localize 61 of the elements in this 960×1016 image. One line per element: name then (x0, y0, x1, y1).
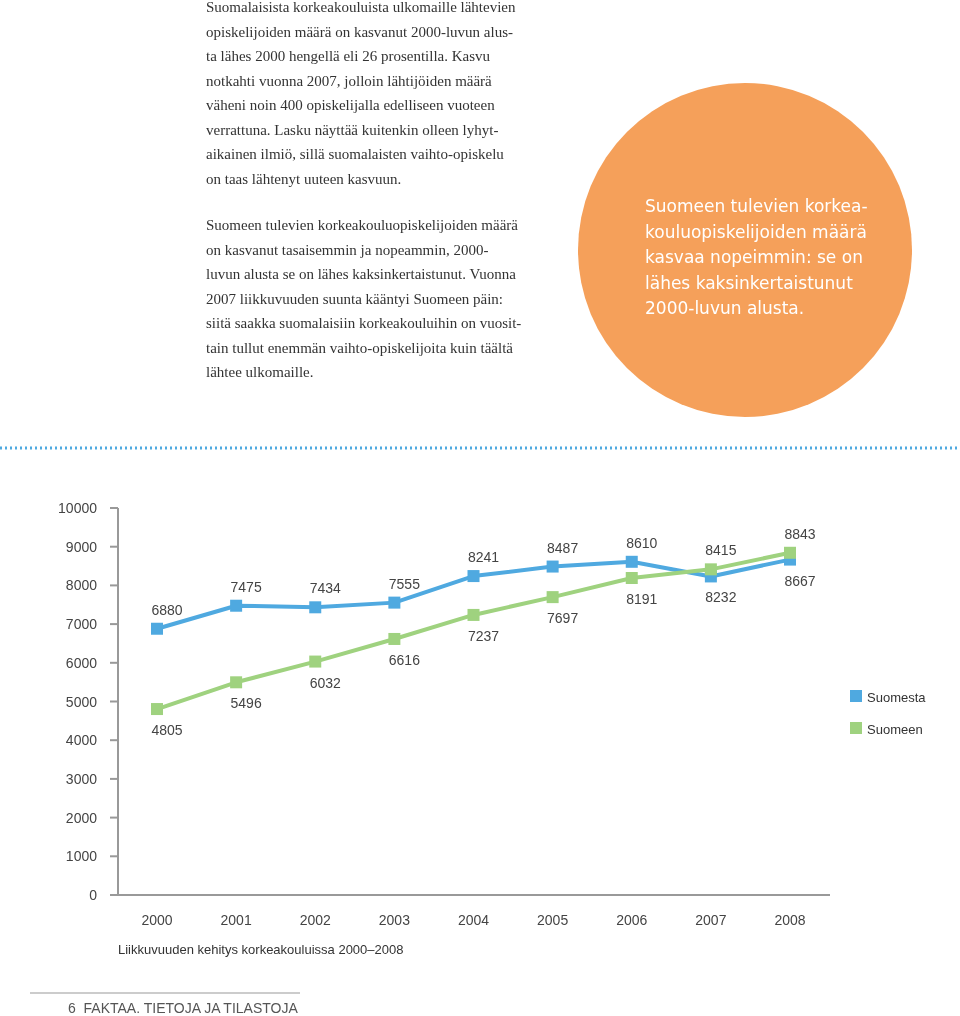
y-tick-label: 7000 (65, 616, 98, 633)
x-tick-label: 2004 (457, 912, 490, 928)
legend-label: Suomesta (867, 690, 927, 705)
data-label: 8843 (784, 525, 816, 542)
x-tick-label: 2007 (695, 912, 727, 928)
x-tick-label: 2008 (774, 912, 806, 928)
point (704, 563, 717, 576)
data-label: 7475 (230, 578, 262, 595)
x-tick-label: 2003 (378, 912, 411, 928)
data-label: 6032 (309, 674, 342, 691)
point (546, 560, 559, 573)
point (309, 655, 322, 668)
point (388, 632, 401, 645)
y-tick-label: 2000 (65, 809, 98, 826)
point (467, 570, 480, 583)
text: Suomeen tulevien korkea- kouluopiskelijoiden määrä kasvaa nopeimmin: se on lähes kaksinkertaistunut 2000-luvun alusta. (645, 196, 868, 318)
text: Suomalaisista korkeakouluista ulkomaille lähtevien opiskelijoiden määrä on kasvanut 2000-luvun alus- ta lähes 2000 hengellä eli 26 prosentilla. Kasvu notkahti vuonna 2007, jolloin lähtijöiden määrä väheni noin 400 opiskelijalla edelliseen vuoteen verrattuna. Lasku näyttää kuitenkin olleen lyhyt- aikainen ilmiö, sillä suomalaisten vaihto-opiskelu on taas lähtenyt uuteen kasvuun. (206, 0, 517, 187)
legend-label: Suomeen (867, 722, 923, 737)
y-tick-label: 0 (89, 887, 98, 903)
point (151, 622, 163, 635)
point (151, 703, 163, 716)
data-label: 7697 (547, 610, 579, 627)
x-tick-label: 2000 (141, 912, 173, 928)
x-tick-label: 2001 (220, 912, 252, 928)
x-tick-label: 2006 (616, 912, 648, 928)
text: Suomeen tulevien korkeakouluopiskelijoiden määrä on kasvanut tasaisemmin ja nopeammin, 2000- luvun alusta se on lähes kaksinkertaistunut. Vuonna 2007 liikkuvuuden suunta kääntyi Suomeen päin: siitä saakka suomalaisiin korkeakouluihin on vuosit- tain tullut enemmän vaihto-opiskelijoita kuin täältä lähtee ulkomaille. (206, 217, 522, 380)
data-label: 7434 (309, 580, 342, 597)
data-label: 6880 (151, 601, 183, 618)
point (467, 608, 480, 621)
data-label: 6616 (388, 651, 421, 668)
point (546, 591, 559, 604)
point (625, 555, 638, 568)
point (309, 601, 322, 614)
data-label: 8415 (705, 542, 737, 559)
data-label: 8487 (547, 539, 579, 556)
point (230, 676, 243, 689)
point (388, 596, 401, 609)
point (625, 572, 638, 585)
point (230, 599, 243, 612)
y-tick-label: 1000 (65, 848, 98, 865)
y-tick-label: 4000 (65, 732, 98, 749)
x-tick-label: 2002 (299, 912, 332, 928)
data-label: 7237 (467, 627, 500, 644)
text: 6 FAKTAA. TIETOJA JA TILASTOJA (68, 1000, 299, 1016)
data-label: 8232 (705, 589, 737, 606)
y-tick-label: 8000 (65, 577, 98, 594)
data-label: 8191 (626, 591, 658, 608)
y-tick-label: 10000 (58, 500, 98, 516)
y-tick-label: 9000 (65, 538, 98, 555)
data-label: 7555 (388, 575, 421, 592)
point (784, 546, 796, 559)
data-label: 8241 (467, 549, 500, 566)
x-tick-label: 2005 (537, 912, 569, 928)
data-label: 8610 (626, 534, 658, 551)
data-label: 8667 (784, 572, 816, 589)
y-tick-label: 3000 (65, 770, 98, 787)
y-tick-label: 5000 (65, 693, 98, 710)
data-label: 5496 (230, 695, 262, 712)
data-label: 4805 (151, 722, 183, 739)
text: Liikkuvuuden kehitys korkeakouluissa 2000–2008 (118, 942, 404, 957)
y-tick-label: 6000 (65, 654, 98, 671)
